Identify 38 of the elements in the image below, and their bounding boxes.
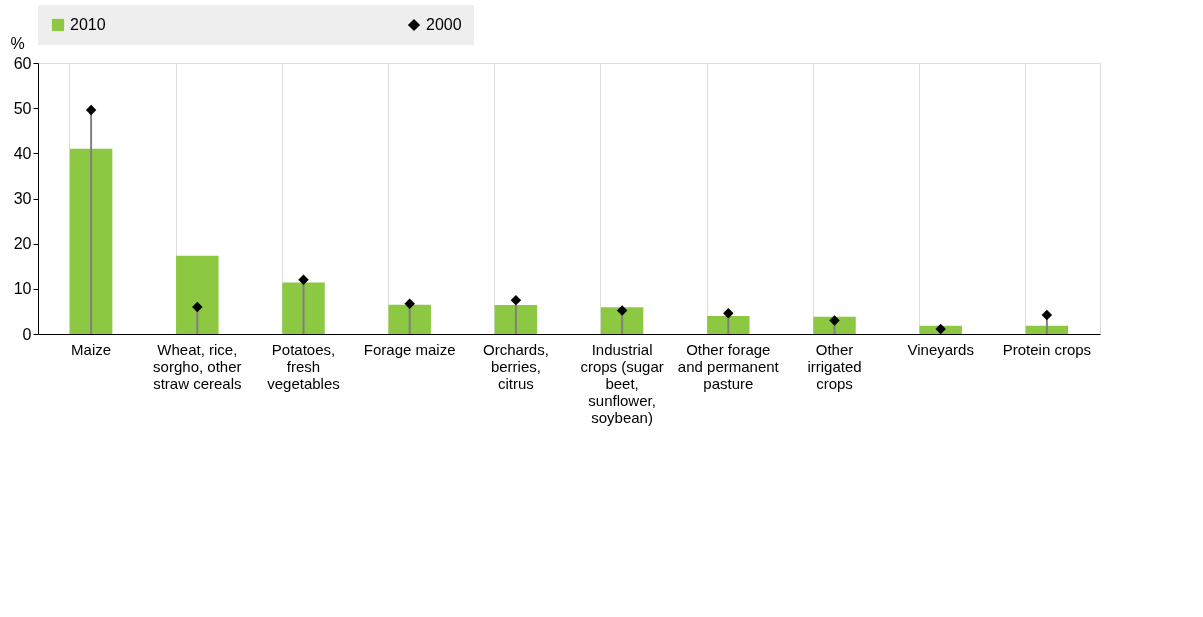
point — [404, 298, 415, 309]
point — [935, 323, 946, 335]
point — [192, 301, 203, 313]
x-tick-label: Wheat, rice, sorgho, other straw cereals — [153, 340, 242, 392]
y-tick-label: 20 — [13, 235, 32, 253]
x-tick-label: Protein crops — [1002, 340, 1092, 358]
bar — [176, 255, 219, 334]
x-tick-label: Other forage and permanent pasture — [677, 340, 780, 392]
x-tick-label: Potatoes, fresh vegetables — [267, 340, 340, 392]
x-tick-label: Orchards, berries, citrus — [482, 340, 549, 392]
bar — [494, 305, 538, 334]
bar — [1025, 325, 1069, 334]
bar — [600, 307, 644, 334]
y-tick-label: 30 — [13, 190, 32, 207]
point — [616, 305, 628, 316]
x-tick-label: Other irrigated crops — [807, 340, 862, 392]
bar — [707, 315, 750, 334]
bar — [813, 316, 856, 334]
point — [510, 294, 522, 306]
y-axis-title: % — [10, 34, 25, 52]
bar — [388, 304, 431, 334]
y-tick-label: 0 — [22, 325, 32, 343]
point — [723, 307, 734, 319]
point — [298, 274, 309, 286]
y-tick-label: 60 — [13, 54, 32, 72]
bar — [282, 282, 325, 334]
legend-label: 2010 — [70, 16, 106, 33]
y-tick-label: 10 — [13, 280, 32, 298]
y-tick-label: 40 — [13, 144, 32, 162]
y-tick-label: 50 — [13, 99, 32, 117]
x-tick-label: Industrial crops (sugar beet, sunflower, soybean) — [580, 340, 664, 426]
bar — [69, 148, 113, 334]
x-tick-label: Maize — [71, 340, 112, 358]
point — [1041, 309, 1053, 321]
x-tick-label: Vineyards — [907, 340, 974, 358]
x-tick-label: Forage maize — [363, 340, 456, 358]
point — [85, 104, 97, 116]
legend-label: 2000 — [426, 16, 462, 33]
